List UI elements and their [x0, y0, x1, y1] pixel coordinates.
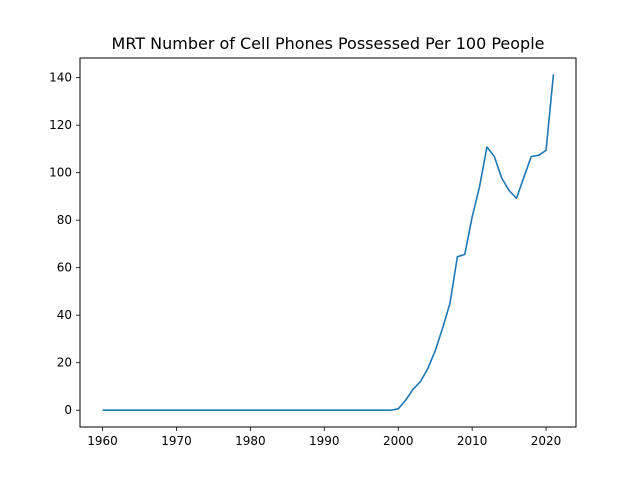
x-tick-label: 1990	[309, 434, 340, 448]
y-axis: 0 20 40 60 80 100 120 140	[49, 71, 80, 417]
y-tick-label: 60	[57, 261, 72, 275]
x-tick-label: 1960	[87, 434, 118, 448]
x-tick-label: 2020	[531, 434, 562, 448]
series-line	[102, 74, 555, 412]
y-tick-label: 40	[57, 308, 72, 322]
x-axis: 1960 1970 1980 1990 2000 2010 2020	[87, 427, 561, 448]
chart-title: MRT Number of Cell Phones Possessed Per …	[112, 34, 545, 53]
y-tick-label: 120	[49, 118, 72, 132]
y-tick-label: 140	[49, 71, 72, 85]
y-tick-label: 20	[57, 356, 72, 370]
x-tick-label: 2000	[383, 434, 414, 448]
y-tick-label: 80	[57, 213, 72, 227]
y-tick-label: 100	[49, 166, 72, 180]
x-tick-label: 1980	[235, 434, 266, 448]
plot-frame	[79, 57, 577, 428]
plot-area	[102, 74, 555, 412]
x-tick-label: 1970	[161, 434, 192, 448]
y-tick-label: 0	[64, 403, 72, 417]
x-tick-label: 2010	[457, 434, 488, 448]
